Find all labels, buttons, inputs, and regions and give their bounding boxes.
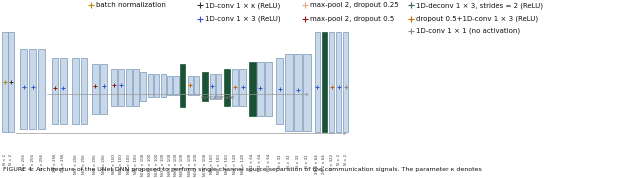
Text: N × 32: N × 32 [287, 154, 291, 168]
Text: concatenate: concatenate [200, 95, 235, 100]
Text: N/4 × 256: N/4 × 256 [102, 154, 106, 174]
Text: N × 2: N × 2 [344, 154, 348, 165]
Bar [173, 76, 179, 95]
Bar [8, 32, 14, 132]
Bar [154, 74, 159, 97]
Bar [329, 32, 335, 132]
Text: N/8 × 100: N/8 × 100 [134, 154, 138, 174]
Text: N × 256: N × 256 [31, 154, 35, 170]
Bar [60, 58, 67, 124]
Text: N/64 × 100: N/64 × 100 [188, 154, 192, 176]
Bar [343, 32, 349, 132]
Bar [202, 72, 207, 101]
Bar [285, 54, 293, 131]
Text: 1D-deconv 1 × 3, strides = 2 (ReLU): 1D-deconv 1 × 3, strides = 2 (ReLU) [416, 2, 543, 9]
Text: N/4 × 128: N/4 × 128 [241, 154, 244, 174]
Bar [239, 69, 246, 106]
Bar [92, 64, 99, 114]
Bar [161, 74, 166, 97]
Bar [224, 69, 230, 106]
Bar [249, 62, 256, 116]
Text: N/2 × 64: N/2 × 64 [250, 154, 254, 171]
Text: N/2 × 256: N/2 × 256 [74, 154, 77, 174]
Text: batch normalization: batch normalization [96, 2, 166, 8]
Bar [257, 62, 264, 116]
Bar [38, 49, 45, 129]
Text: N × 256: N × 256 [40, 154, 44, 170]
Text: N/8 × 100: N/8 × 100 [119, 154, 123, 174]
Bar [315, 32, 321, 132]
Bar [81, 58, 87, 124]
Bar [179, 64, 186, 107]
Text: N × 256: N × 256 [22, 154, 26, 170]
Bar [294, 54, 302, 131]
Text: N × 322: N × 322 [330, 154, 333, 170]
Text: N/64 × 100: N/64 × 100 [174, 154, 178, 176]
Text: N/2 × 64: N/2 × 64 [267, 154, 271, 171]
Text: 2N × 256: 2N × 256 [61, 154, 65, 172]
Text: N/4 × 256: N/4 × 256 [93, 154, 97, 174]
Bar [265, 62, 273, 116]
Text: N/2 × 256: N/2 × 256 [82, 154, 86, 174]
Bar [133, 69, 139, 106]
Text: N × 2: N × 2 [3, 154, 7, 165]
Bar [29, 49, 36, 129]
Text: N/8 × 100: N/8 × 100 [127, 154, 131, 174]
Bar [303, 54, 311, 131]
Text: N/16 × 100: N/16 × 100 [141, 154, 145, 176]
Bar [210, 74, 215, 99]
Text: N/16 × 100: N/16 × 100 [203, 154, 207, 176]
Text: 2N/2 × 64: 2N/2 × 64 [316, 154, 319, 174]
Text: N/32 × 100: N/32 × 100 [195, 154, 198, 176]
Bar [148, 74, 153, 97]
Text: 2N/2 × 64: 2N/2 × 64 [323, 154, 326, 174]
Bar [167, 76, 172, 95]
Text: N/32 × 100: N/32 × 100 [148, 154, 152, 176]
Bar [322, 32, 328, 132]
Text: FIGURE 4: Architecture of the UNet DNN proposed to perform single channel source: FIGURE 4: Architecture of the UNet DNN p… [3, 167, 482, 172]
Bar [188, 76, 193, 95]
Text: N/32 × 100: N/32 × 100 [155, 154, 159, 176]
Text: max-pool 2, dropout 0.25: max-pool 2, dropout 0.25 [310, 2, 399, 8]
Bar [232, 69, 238, 106]
Text: N/32 × 100: N/32 × 100 [161, 154, 165, 176]
Text: N/64 × 100: N/64 × 100 [168, 154, 172, 176]
Text: N × 2: N × 2 [9, 154, 13, 165]
Text: N × 32: N × 32 [305, 154, 309, 168]
Text: 1D-conv 1 × κ (ReLU): 1D-conv 1 × κ (ReLU) [205, 2, 280, 9]
Bar [141, 72, 147, 101]
Text: 1D-conv 1 × 3 (ReLU): 1D-conv 1 × 3 (ReLU) [205, 15, 280, 22]
Bar [276, 58, 283, 124]
Bar [336, 32, 342, 132]
Text: dropout 0.5+1D-conv 1 × 3 (ReLU): dropout 0.5+1D-conv 1 × 3 (ReLU) [416, 15, 538, 22]
Text: N/4 × 100: N/4 × 100 [225, 154, 229, 174]
Bar [3, 32, 8, 132]
Text: N × 32: N × 32 [296, 154, 300, 168]
Bar [216, 74, 221, 99]
Text: N/8 × 100: N/8 × 100 [112, 154, 116, 174]
Text: N/8 × 100: N/8 × 100 [211, 154, 214, 174]
Text: N × 2: N × 2 [337, 154, 340, 165]
Text: N × 32: N × 32 [278, 154, 282, 168]
Bar [111, 69, 116, 106]
Bar [52, 58, 58, 124]
Text: N/4 × 128: N/4 × 128 [233, 154, 237, 174]
Text: N/2 × 64: N/2 × 64 [259, 154, 262, 171]
Text: 1D-conv 1 × 1 (no activation): 1D-conv 1 × 1 (no activation) [416, 28, 520, 34]
Bar [100, 64, 107, 114]
Text: 2N × 256: 2N × 256 [53, 154, 57, 172]
Bar [20, 49, 27, 129]
Text: N/8 × 100: N/8 × 100 [217, 154, 221, 174]
Bar [118, 69, 124, 106]
Bar [125, 69, 132, 106]
Bar [194, 76, 199, 95]
Bar [72, 58, 79, 124]
Text: N/64 × 100: N/64 × 100 [180, 154, 184, 176]
Text: max-pool 2, dropout 0.5: max-pool 2, dropout 0.5 [310, 16, 395, 22]
